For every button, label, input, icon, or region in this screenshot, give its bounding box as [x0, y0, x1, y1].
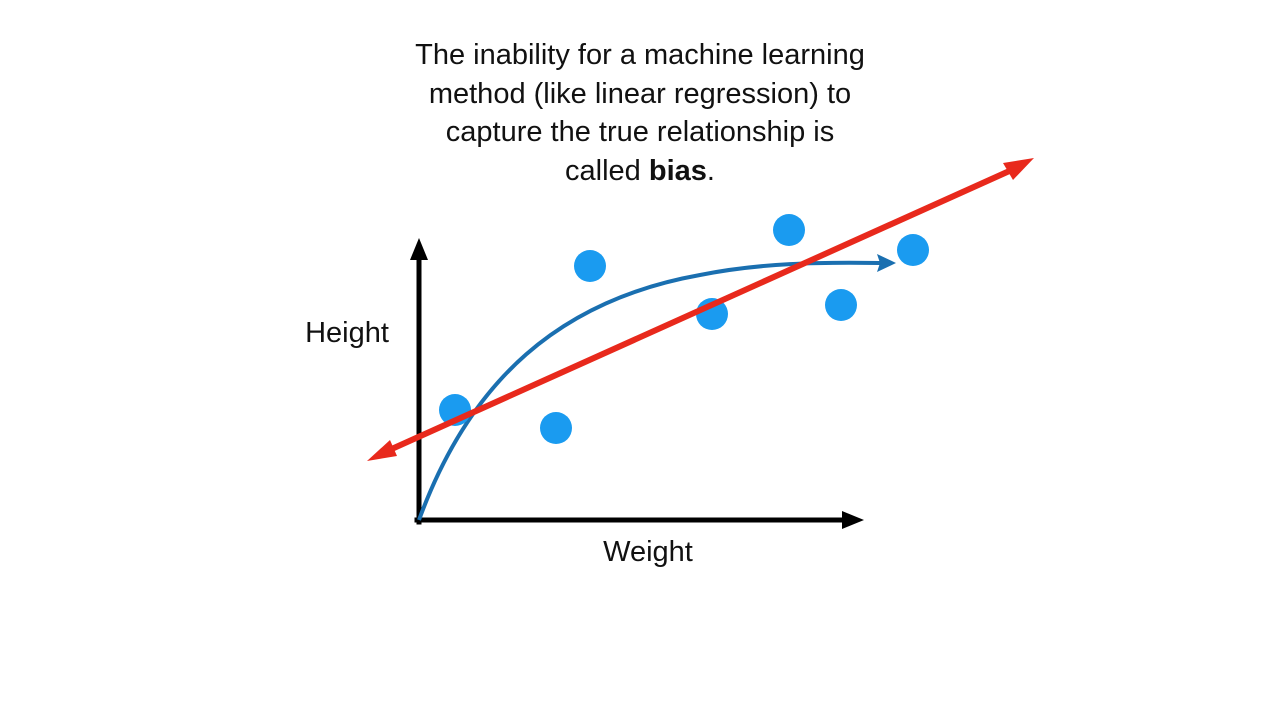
data-point: [773, 214, 805, 246]
y-axis-arrowhead: [410, 238, 428, 260]
data-points: [439, 214, 929, 444]
slide-title: The inability for a machine learning met…: [340, 36, 940, 190]
x-axis-arrowhead: [842, 511, 864, 529]
y-axis-label: Height: [305, 317, 389, 349]
data-point: [574, 250, 606, 282]
x-axis-label: Weight: [603, 536, 693, 568]
axes: [410, 238, 864, 529]
title-line-2: method (like linear regression) to: [428, 77, 852, 110]
data-point: [540, 412, 572, 444]
title-line-3: capture the true relationship is: [445, 116, 835, 148]
linear-fit-arrowhead-start: [367, 440, 397, 461]
data-point: [825, 289, 857, 321]
title-line-4-suffix: .: [706, 154, 715, 187]
bias-term: bias: [648, 154, 707, 187]
linear-fit-arrowhead-end: [1003, 158, 1034, 180]
title-line-1: The inability for a machine learning: [415, 39, 865, 71]
data-point: [897, 234, 929, 266]
linear-fit-line: [383, 165, 1018, 455]
true-relationship-curve: [417, 260, 881, 521]
true-relationship-arrowhead: [877, 254, 896, 272]
title-line-4-prefix: called: [565, 154, 649, 187]
